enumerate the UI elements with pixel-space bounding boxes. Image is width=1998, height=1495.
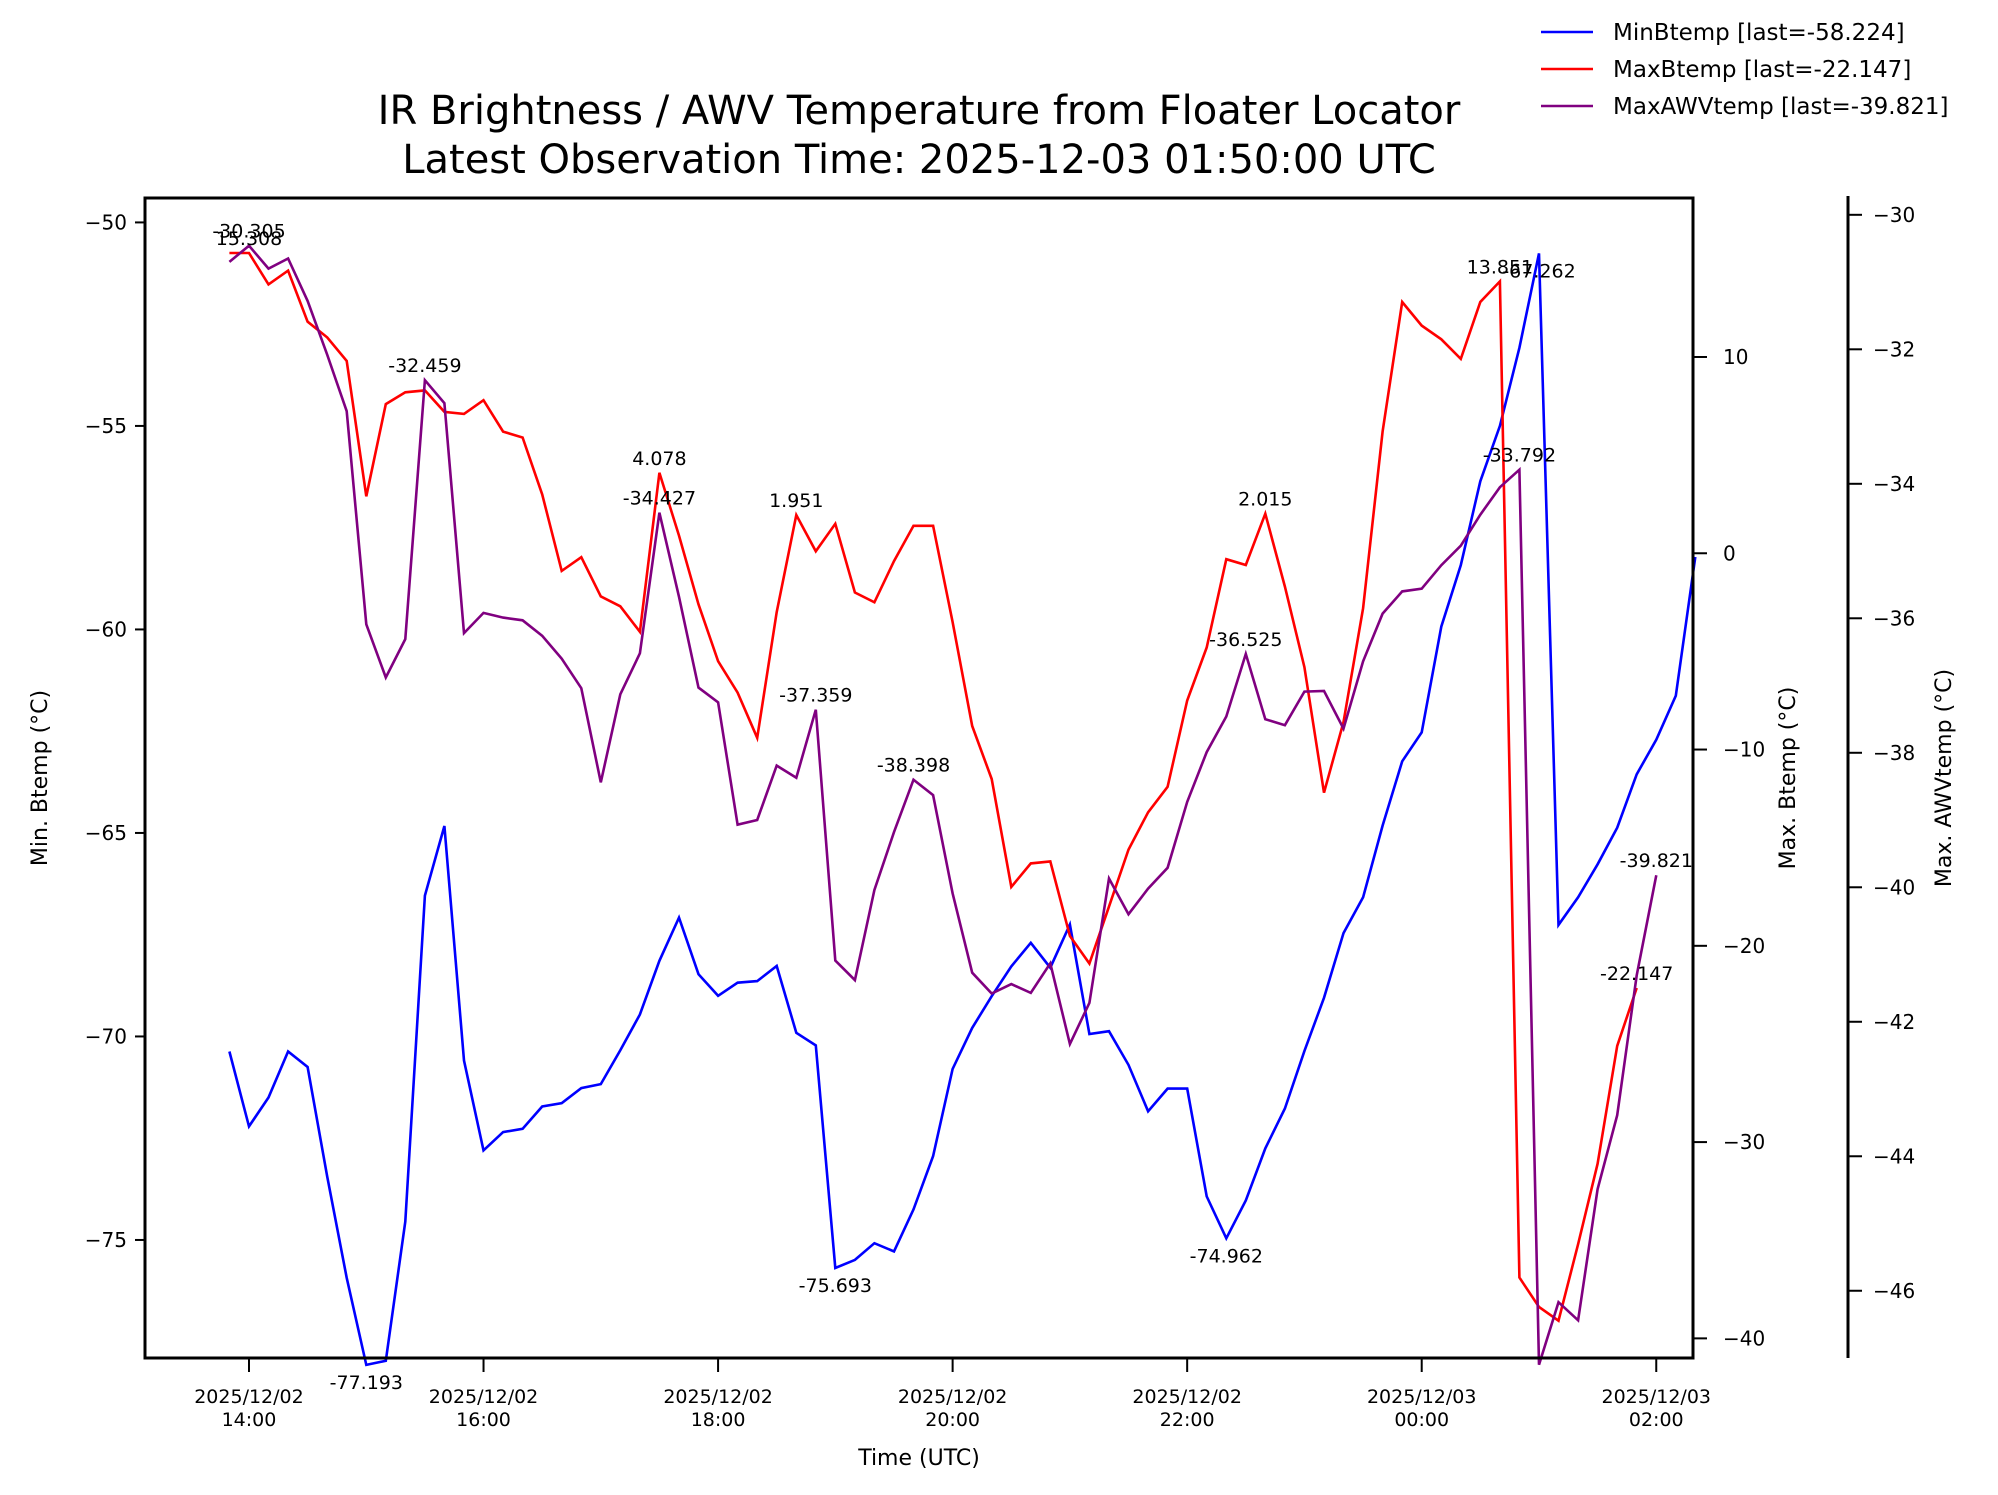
data-label: -67.262 [1502,260,1575,282]
right-axis-awvtemp: −30 −32 −34 −36 −38 −40 −42 −44 −46 [1848,203,1915,1303]
y-tick-label-right1: −10 [1723,738,1765,762]
y-tick-label-right2: −40 [1873,875,1915,899]
y-tick-label-right2: −30 [1873,203,1915,227]
right-axis-maxbtemp: 10 0 −10 −20 −30 −40 [1693,345,1765,1350]
x-tick-time: 16:00 [456,1409,511,1431]
y-tick-label-right1: −40 [1723,1326,1765,1350]
y-tick-label-left: −50 [85,210,127,234]
x-tick-date: 2025/12/02 [663,1386,773,1408]
data-label: -33.792 [1483,445,1556,467]
data-label: 1.951 [769,490,823,512]
y-axis-label-right1: Max. Btemp (°C) [1776,687,1801,870]
y-tick-label-right2: −38 [1873,741,1915,765]
x-axis: 2025/12/0214:002025/12/0216:002025/12/02… [194,1358,1711,1431]
series-line-maxbtemp [229,251,1638,1323]
data-label: -38.398 [877,755,950,777]
legend-label-maxbtemp: MaxBtemp [last=-22.147] [1613,57,1911,83]
x-tick-date: 2025/12/02 [429,1386,539,1408]
data-label: -74.962 [1190,1245,1263,1267]
data-label: 2.015 [1238,489,1292,511]
data-label: -39.821 [1620,850,1693,872]
x-tick-time: 22:00 [1160,1409,1215,1431]
y-tick-label-left: −75 [85,1228,127,1252]
x-tick-time: 02:00 [1629,1409,1684,1431]
y-tick-label-right1: −20 [1723,934,1765,958]
y-tick-label-right2: −34 [1873,472,1915,496]
data-label: 4.078 [632,448,686,470]
x-tick-time: 20:00 [925,1409,980,1431]
annotations: 15.308-30.305 -32.459 -77.193 4.078 -34.427 1… [212,221,1693,1394]
data-label: -36.525 [1209,629,1282,651]
y-tick-label-left: −65 [85,821,127,845]
y-tick-label-left: −55 [85,414,127,438]
data-label: -22.147 [1600,963,1673,985]
x-axis-label: Time (UTC) [857,1446,980,1471]
left-axis: −50 −55 −60 −65 −70 −75 [85,210,145,1252]
y-tick-label-right2: −46 [1873,1279,1915,1303]
data-label: 13.851 [1467,256,1533,278]
y-tick-label-right2: −32 [1873,337,1915,361]
legend: MinBtemp [last=-58.224] MaxBtemp [last=-2… [1541,20,1948,120]
x-tick-time: 00:00 [1394,1409,1449,1431]
series-line-minbtemp [228,253,1697,1367]
data-label: 15.308 [216,228,282,250]
plot-lines [228,243,1697,1367]
x-tick-date: 2025/12/02 [898,1386,1008,1408]
y-tick-label-right1: −30 [1723,1130,1765,1154]
x-tick-date: 2025/12/03 [1602,1386,1712,1408]
y-tick-label-right2: −42 [1873,1010,1915,1034]
data-label: -32.459 [388,355,461,377]
plot-frame [143,196,1695,1360]
y-tick-label-left: −60 [85,617,127,641]
legend-label-minbtemp: MinBtemp [last=-58.224] [1613,20,1905,46]
y-tick-label-right2: −44 [1873,1144,1915,1168]
y-tick-label-right1: 10 [1723,345,1748,369]
series-line-maxawvtemp [228,243,1658,1366]
x-tick-time: 18:00 [691,1409,746,1431]
data-label: -30.305 [212,221,285,243]
y-axis-label-right2: Max. AWVtemp (°C) [1932,669,1957,887]
x-tick-date: 2025/12/02 [194,1386,304,1408]
chart-title: IR Brightness / AWV Temperature from Flo… [378,88,1461,134]
data-label: -75.693 [799,1275,872,1297]
y-tick-label-left: −70 [85,1024,127,1048]
x-tick-date: 2025/12/03 [1367,1386,1477,1408]
x-tick-date: 2025/12/02 [1132,1386,1242,1408]
data-label: -37.359 [779,685,852,707]
y-tick-label-right2: −36 [1873,606,1915,630]
legend-label-maxawvtemp: MaxAWVtemp [last=-39.821] [1613,94,1948,120]
data-label: -77.193 [330,1372,403,1394]
y-tick-label-right1: 0 [1723,541,1736,565]
chart-subtitle: Latest Observation Time: 2025-12-03 01:5… [402,137,1436,183]
data-label: -34.427 [623,488,696,510]
y-axis-label-left: Min. Btemp (°C) [28,690,53,866]
x-tick-time: 14:00 [222,1409,277,1431]
